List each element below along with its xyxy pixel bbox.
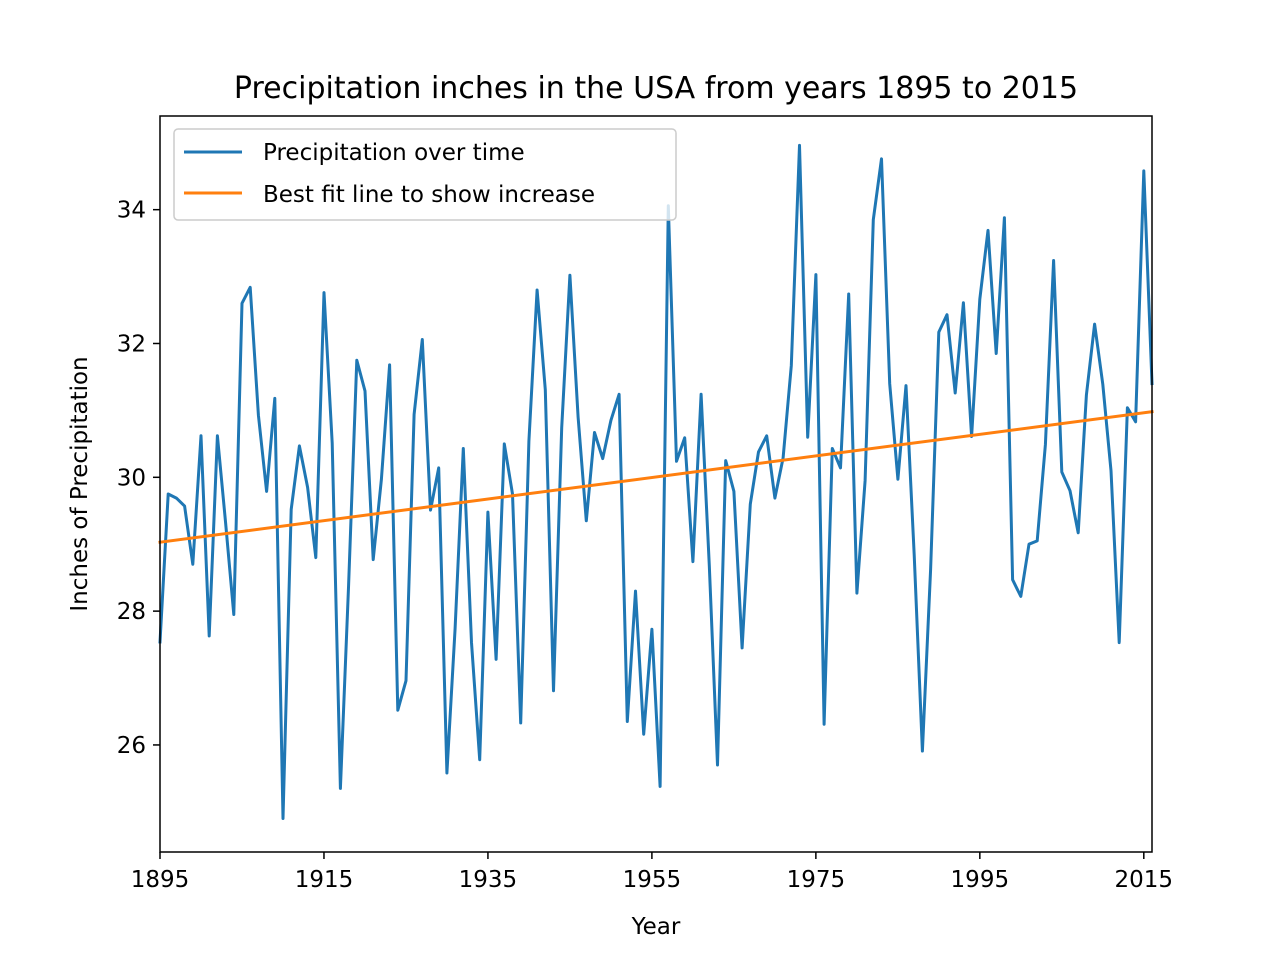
precipitation-line	[158, 143, 1154, 820]
x-tick-label: 2015	[1115, 867, 1174, 893]
x-tick-label: 1955	[623, 867, 682, 893]
legend-label-precipitation: Precipitation over time	[263, 140, 525, 166]
y-axis-ticks: 26 28 30 32 34	[117, 198, 160, 759]
legend-box	[173, 128, 677, 221]
legend: Precipitation over time Best fit line to…	[173, 128, 677, 221]
chart-title: Precipitation inches in the USA from yea…	[234, 71, 1078, 106]
x-tick-label: 1975	[787, 867, 846, 893]
x-axis-label: Year	[631, 914, 681, 940]
x-axis-ticks: 1895 1915 1935 1955 1975 1995 2015	[131, 852, 1173, 893]
x-tick-label: 1915	[295, 867, 354, 893]
y-tick-label: 32	[117, 331, 146, 357]
x-tick-label: 1935	[459, 867, 518, 893]
y-tick-label: 30	[117, 465, 146, 491]
y-tick-label: 26	[117, 733, 146, 759]
x-tick-label: 1995	[951, 867, 1010, 893]
series-layer	[158, 143, 1154, 820]
plot-frame	[159, 115, 1153, 853]
legend-label-best-fit: Best fit line to show increase	[263, 182, 595, 208]
y-tick-label: 28	[117, 599, 146, 625]
y-axis-label: Inches of Precipitation	[67, 356, 93, 611]
x-tick-label: 1895	[131, 867, 190, 893]
y-tick-label: 34	[117, 198, 146, 224]
best-fit-line	[158, 410, 1154, 544]
